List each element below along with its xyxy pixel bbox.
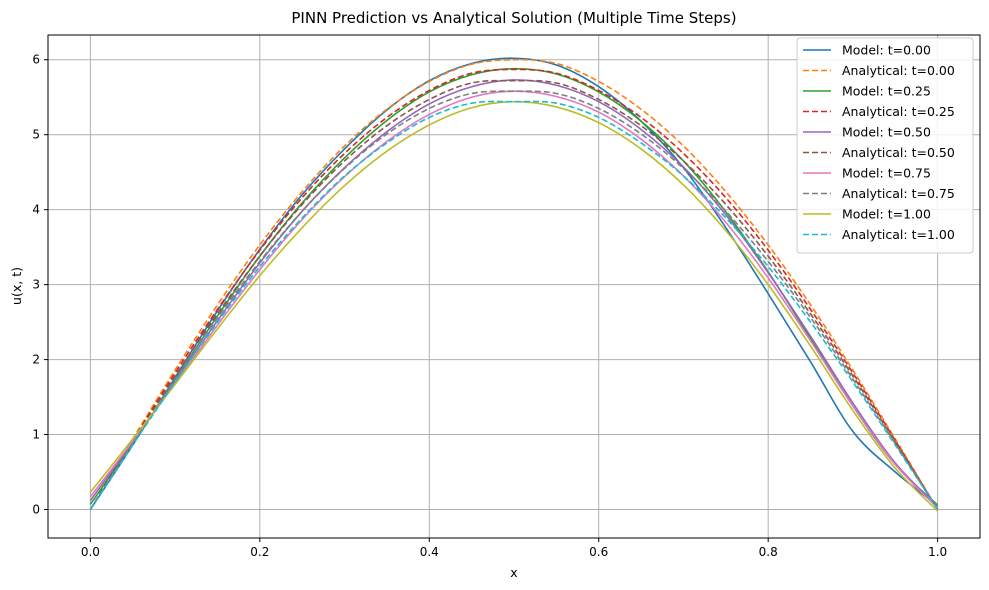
plot-frame (47, 34, 981, 539)
x-tick-label: 0.2 (250, 545, 269, 559)
y-tick-label: 4 (32, 203, 40, 217)
series-line-1 (89, 58, 939, 510)
y-tick-label: 6 (32, 53, 40, 67)
legend-label-2: Model: t=0.25 (842, 84, 931, 99)
series-line-5 (89, 79, 939, 510)
y-tick-label: 5 (32, 128, 40, 142)
axis-ticks: 0.0 0.2 0.4 0.6 0.8 1.0 0 1 2 3 4 5 6 (32, 53, 947, 559)
legend-label-3: Analytical: t=0.25 (842, 104, 955, 119)
y-tick-label: 1 (32, 428, 40, 442)
y-axis-label: u(x, t) (9, 267, 24, 305)
x-tick-label: 0.4 (420, 545, 439, 559)
series-line-6 (89, 90, 939, 509)
x-tick-label: 0.8 (759, 545, 778, 559)
legend-label-1: Analytical: t=0.00 (842, 63, 955, 78)
x-tick-label: 0.6 (589, 545, 608, 559)
series-line-3 (89, 68, 939, 510)
y-tick-label: 0 (32, 503, 40, 517)
plot-lines (89, 57, 939, 512)
x-tick-label: 0.0 (81, 545, 100, 559)
series-line-9 (89, 100, 939, 510)
x-tick-label: 1.0 (928, 545, 947, 559)
x-axis-label: x (510, 565, 517, 580)
series-line-8 (89, 100, 939, 512)
y-tick-label: 3 (32, 278, 40, 292)
chart-title: PINN Prediction vs Analytical Solution (… (291, 9, 736, 27)
legend-label-0: Model: t=0.00 (842, 43, 931, 58)
legend-label-5: Analytical: t=0.50 (842, 145, 955, 160)
series-line-7 (89, 90, 939, 510)
legend-box (796, 37, 974, 254)
y-tick-label: 2 (32, 353, 40, 367)
legend-label-9: Analytical: t=1.00 (842, 227, 955, 242)
legend: Model: t=0.00 Analytical: t=0.00 Model: t=… (796, 37, 974, 254)
legend-label-4: Model: t=0.50 (842, 125, 931, 140)
legend-label-8: Model: t=1.00 (842, 207, 931, 222)
legend-label-6: Model: t=0.75 (842, 166, 931, 181)
legend-label-7: Analytical: t=0.75 (842, 186, 955, 201)
